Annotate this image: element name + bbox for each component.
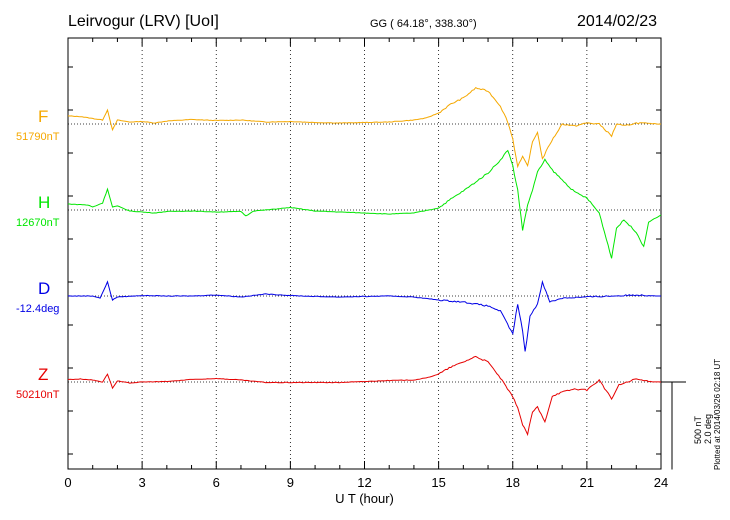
series-name-d: D xyxy=(38,279,50,298)
series-line-d xyxy=(67,279,661,352)
series-baseline-label-f: 51790nT xyxy=(16,131,60,143)
date-label: 2014/02/23 xyxy=(577,13,658,30)
x-tick-label: 18 xyxy=(506,475,520,490)
series-line-h xyxy=(68,149,662,259)
series-name-z: Z xyxy=(38,365,48,384)
x-tick-label: 12 xyxy=(357,475,371,490)
series-line-z xyxy=(67,355,662,437)
series-baseline-label-d: -12.4deg xyxy=(16,303,59,315)
x-tick-label: 0 xyxy=(64,475,71,490)
scale-nt-label: 500 nT xyxy=(693,415,703,444)
series-name-f: F xyxy=(38,107,48,126)
x-tick-label: 3 xyxy=(139,475,146,490)
scale-deg-label: 2.0 deg xyxy=(703,413,713,444)
x-tick-label: 24 xyxy=(654,475,668,490)
series-name-h: H xyxy=(38,193,50,212)
x-tick-label: 21 xyxy=(580,475,594,490)
plotted-timestamp: Plotted at 2014/03/26 02:18 UT xyxy=(713,358,722,470)
x-tick-label: 15 xyxy=(431,475,445,490)
x-tick-label: 6 xyxy=(213,475,220,490)
series-line-f xyxy=(67,86,662,169)
x-axis-title: U T (hour) xyxy=(335,491,394,506)
series-baseline-label-z: 50210nT xyxy=(16,389,60,401)
scale-label: 500 nT 2.0 deg xyxy=(693,414,713,444)
station-title: Leirvogur (LRV) [UoI] xyxy=(68,13,219,30)
series-baseline-label-h: 12670nT xyxy=(16,217,60,229)
station-coordinates: GG ( 64.18°, 338.30°) xyxy=(370,18,477,30)
x-tick-label: 9 xyxy=(287,475,294,490)
